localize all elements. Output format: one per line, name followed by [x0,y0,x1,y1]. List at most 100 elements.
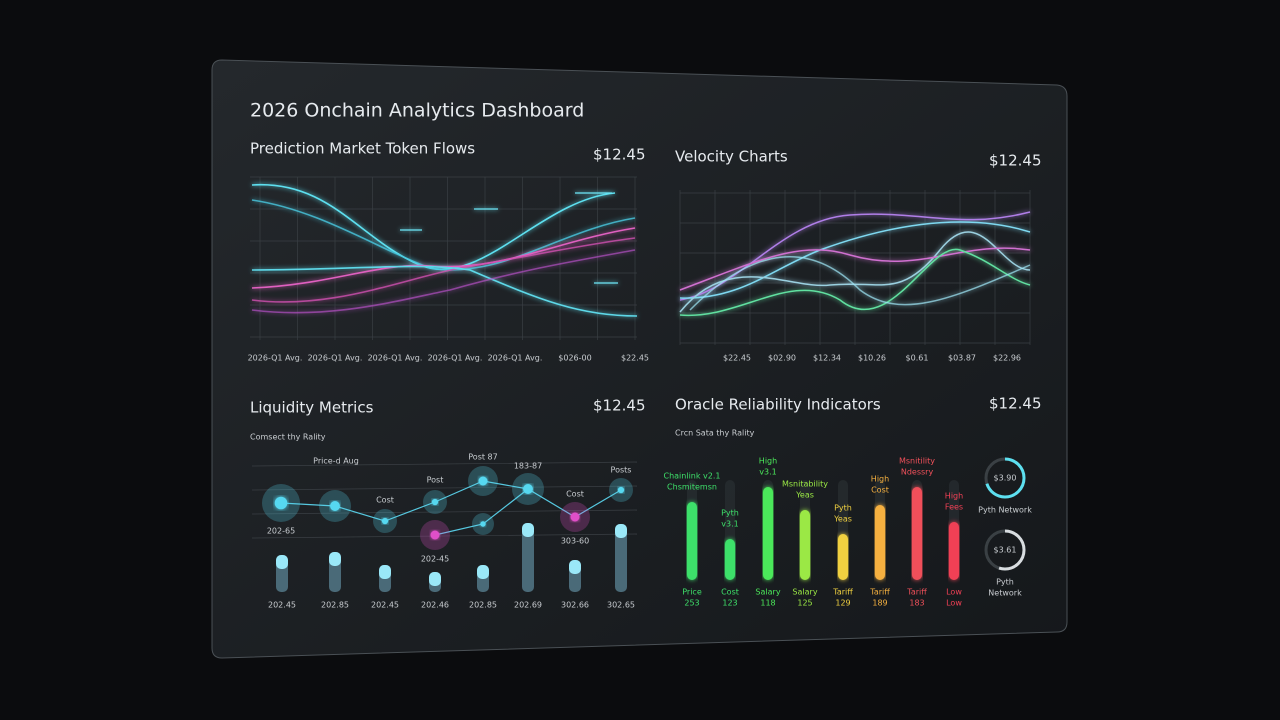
bar-label: 202.46 [421,601,449,610]
bar [329,552,341,566]
panel-title: Velocity Charts [675,148,788,166]
bar-label: 202.69 [514,601,542,610]
node [478,476,488,486]
gauge-label: Pyth Network [978,506,1032,515]
bar-bottom-label: 189 [872,599,887,608]
bar [276,555,288,569]
x-label: 2026-Q1 Avg. [428,354,483,363]
x-label: $12.34 [813,354,841,363]
x-label: $0.61 [906,354,929,363]
node [430,530,440,540]
bar-label: 302.65 [607,601,635,610]
grid-line [251,509,638,515]
x-label: $22.96 [993,354,1021,363]
bar [429,572,441,586]
x-label: $026-00 [558,354,591,363]
bar [875,505,885,580]
bar-bottom-label: Tariff [869,588,890,597]
gauge-label: Network [988,589,1022,598]
flow-lines [251,184,638,317]
gauge-arc [984,457,1026,499]
gauge-value: $3.61 [994,546,1017,555]
bar-bottom-label: Cost [721,588,739,597]
bar-top-label: Yeas [833,515,852,524]
bar-bottom-label: 253 [684,599,699,608]
x-label: $10.26 [858,354,886,363]
bar-bottom-label: 118 [760,599,775,608]
bar-label: 202.85 [321,601,349,610]
bar-bottom-label: 183 [909,599,924,608]
bar [477,565,489,579]
link-line [280,480,622,522]
x-label: 2026-Q1 Avg. [488,354,543,363]
node-label: Post [427,476,444,485]
bar-top-label: High [759,457,777,466]
bar-bottom-label: Salary [755,588,780,597]
bar-top-label: Chsmitemsn [667,483,717,492]
panel-value: $12.45 [989,395,1042,413]
bar [838,534,848,580]
bar [569,560,581,574]
x-label: $22.45 [621,354,649,363]
bar-top-label: Pyth [721,509,739,518]
node [617,486,625,494]
bar-bottom-label: Price [682,588,702,597]
node-label: 202-45 [421,555,449,564]
gauge-arc [984,529,1026,571]
panel-title: Prediction Market Token Flows [250,140,475,158]
grid-line [251,485,638,491]
bar-top-label: High [871,475,889,484]
node-label: Cost [376,496,394,505]
bar-bottom-label: 129 [835,599,850,608]
bar-label: 302.66 [561,601,589,610]
x-label: $03.87 [948,354,976,363]
bar-top-label: Fees [945,503,963,512]
velocity-lines [679,211,1031,317]
card [211,59,1068,659]
dynamic: 2026-Q1 Avg. 2026-Q1 Avg. 2026-Q1 Avg. 2026… [248,354,1033,610]
node [274,496,288,510]
node [480,521,486,527]
bar-top-label: Chainlink v2.1 [664,472,721,481]
x-label: $02.90 [768,354,796,363]
bar-bottom-label: 125 [797,599,812,608]
bar-bottom-label: Salary [792,588,817,597]
node-label: 303-60 [561,537,589,546]
bar-top-label: v3.1 [759,468,776,477]
bar-top-label: Yeas [795,491,814,500]
node [523,484,533,494]
bar-top-label: Pyth [834,504,852,513]
panel-value: $12.45 [593,397,646,415]
x-label: 2026-Q1 Avg. [248,354,303,363]
panel-subtitle: Comsect thy Rality [250,433,326,442]
bar-top-label: Msnitability [782,480,828,489]
bar-top-label: Cost [871,486,889,495]
bar-label: 202.45 [268,601,296,610]
node [570,512,580,522]
bar [763,487,773,580]
bar-top-label: High [945,492,963,501]
x-label: 2026-Q1 Avg. [308,354,363,363]
bar-track [615,524,627,592]
node-label: 183-87 [514,462,542,471]
panel-subtitle: Crcn Sata thy Rality [675,429,755,438]
bar-label: 202.85 [469,601,497,610]
x-label: $22.45 [723,354,751,363]
node-label: 202-65 [267,527,295,536]
node [431,498,439,506]
panel-title: Liquidity Metrics [250,399,374,417]
node-label: Price-d Aug [313,457,359,466]
bar-bottom-label: Low [946,599,962,608]
panel-value: $12.45 [593,146,646,164]
bar [949,522,959,580]
bar-track [522,523,534,592]
panel-title: Oracle Reliability Indicators [675,396,881,414]
node-label: Posts [611,466,632,475]
grid-line [251,533,638,539]
bar-top-label: Ndessry [901,468,934,477]
bar-bottom-label: 123 [722,599,737,608]
bar-bottom-label: Tariff [832,588,853,597]
bar-top-label: Msnitility [899,457,935,466]
node [330,501,340,511]
